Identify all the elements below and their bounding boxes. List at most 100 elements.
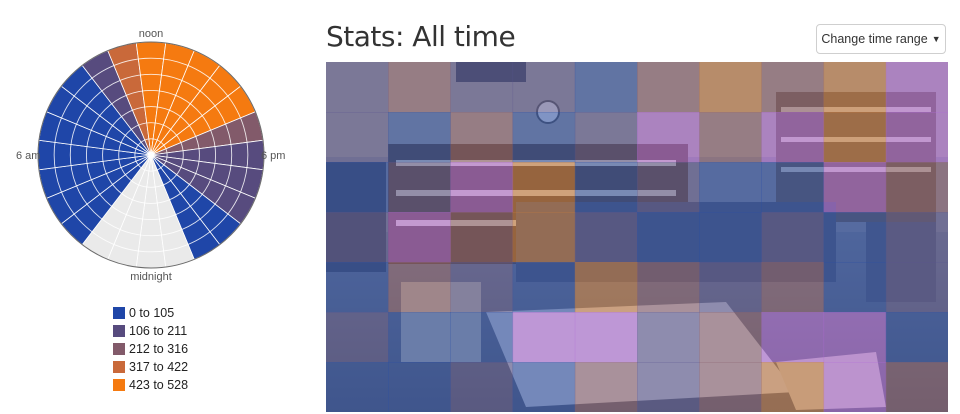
- legend-item: 212 to 316: [113, 340, 188, 358]
- heat-cell: [761, 262, 825, 313]
- heat-cell: [450, 362, 514, 412]
- heat-cell: [823, 362, 887, 412]
- legend: 0 to 105 106 to 211 212 to 316 317 to 42…: [113, 304, 188, 394]
- heat-cell: [637, 312, 700, 363]
- heat-cell: [512, 312, 576, 363]
- heat-cell: [388, 62, 451, 113]
- heat-cell: [885, 112, 948, 163]
- caret-down-icon: ▼: [931, 34, 941, 44]
- heat-cell: [574, 62, 638, 113]
- clock-ring: [37, 41, 265, 269]
- clock-rings: [37, 41, 265, 269]
- legend-label: 0 to 105: [129, 306, 175, 320]
- legend-item: 106 to 211: [113, 322, 188, 340]
- hourly-clock-chart: noon midnight 6 am 6 pm: [16, 28, 285, 283]
- heat-cell: [761, 312, 825, 363]
- heat-cell: [637, 62, 700, 113]
- heat-cell: [699, 362, 762, 412]
- heat-cell: [699, 112, 762, 163]
- legend-label: 106 to 211: [129, 324, 188, 338]
- heat-cell: [761, 112, 825, 163]
- legend-swatch: [113, 379, 125, 391]
- heat-cell: [512, 162, 576, 213]
- heat-cell: [512, 112, 576, 163]
- clock-ring: [69, 73, 233, 237]
- heat-cell: [823, 112, 887, 163]
- heat-cell: [823, 262, 887, 313]
- legend-item: 317 to 422: [113, 358, 188, 376]
- heat-cell: [699, 312, 762, 363]
- heat-cell: [699, 212, 762, 263]
- heat-cell: [450, 262, 514, 313]
- heat-cell: [574, 362, 638, 412]
- heat-cell: [512, 212, 576, 263]
- legend-item: 423 to 528: [113, 376, 188, 394]
- midnight-label: midnight: [130, 271, 172, 283]
- heat-cell: [761, 362, 825, 412]
- heat-cell: [326, 212, 389, 263]
- heat-cell: [637, 362, 700, 412]
- heat-cell: [699, 162, 762, 213]
- heat-cell: [450, 312, 514, 363]
- heat-cell: [885, 312, 948, 363]
- heat-cell: [885, 262, 948, 313]
- heat-cell: [326, 312, 389, 363]
- heat-cell: [512, 62, 576, 113]
- heat-cell: [761, 212, 825, 263]
- heat-cell: [326, 112, 389, 163]
- page-title: Stats: All time: [326, 20, 516, 53]
- heat-cell: [637, 212, 700, 263]
- clock-ring: [85, 89, 217, 221]
- heat-cell: [450, 162, 514, 213]
- heat-cell: [574, 212, 638, 263]
- heat-cell: [823, 312, 887, 363]
- heat-cell: [326, 62, 389, 113]
- heat-cell: [885, 212, 948, 263]
- heat-cell: [388, 112, 451, 163]
- heat-cell: [512, 262, 576, 313]
- six-pm-label: 6 pm: [261, 150, 285, 162]
- heat-cell: [761, 162, 825, 213]
- clock-wedges: [37, 41, 265, 269]
- legend-label: 317 to 422: [129, 360, 189, 374]
- legend-swatch: [113, 307, 125, 319]
- clock-ring: [134, 138, 168, 172]
- heat-cell: [885, 362, 948, 412]
- heat-cell: [388, 262, 451, 313]
- heat-cell: [326, 162, 389, 213]
- heat-cell: [823, 212, 887, 263]
- heat-cell: [574, 312, 638, 363]
- legend-swatch: [113, 343, 125, 355]
- legend-label: 212 to 316: [129, 342, 189, 356]
- six-am-label: 6 am: [16, 150, 40, 162]
- legend-swatch: [113, 325, 125, 337]
- legend-label: 423 to 528: [129, 378, 189, 392]
- clock-ring: [102, 106, 200, 204]
- heat-cell: [574, 112, 638, 163]
- heat-cell: [388, 312, 451, 363]
- legend-swatch: [113, 361, 125, 373]
- heatmap-overlay: [326, 62, 948, 412]
- clock-ring: [118, 122, 184, 188]
- heat-cell: [699, 262, 762, 313]
- clock-ring: [53, 57, 249, 253]
- heat-cell: [885, 162, 948, 213]
- heat-cell: [326, 362, 389, 412]
- legend-item: 0 to 105: [113, 304, 188, 322]
- heat-cell: [637, 162, 700, 213]
- heat-cell: [388, 212, 451, 263]
- heat-cell: [823, 62, 887, 113]
- library-heatmap-photo: [326, 62, 948, 412]
- heat-cell: [761, 62, 825, 113]
- heat-cell: [326, 262, 389, 313]
- heat-cell: [450, 212, 514, 263]
- heat-cell: [388, 162, 451, 213]
- heat-cell: [388, 362, 451, 412]
- heat-cell: [823, 162, 887, 213]
- heat-cell: [885, 62, 948, 113]
- heat-cell: [512, 362, 576, 412]
- heat-cell: [450, 112, 514, 163]
- change-time-range-button[interactable]: Change time range ▼: [816, 24, 946, 54]
- heat-cell: [574, 262, 638, 313]
- heat-cell: [637, 262, 700, 313]
